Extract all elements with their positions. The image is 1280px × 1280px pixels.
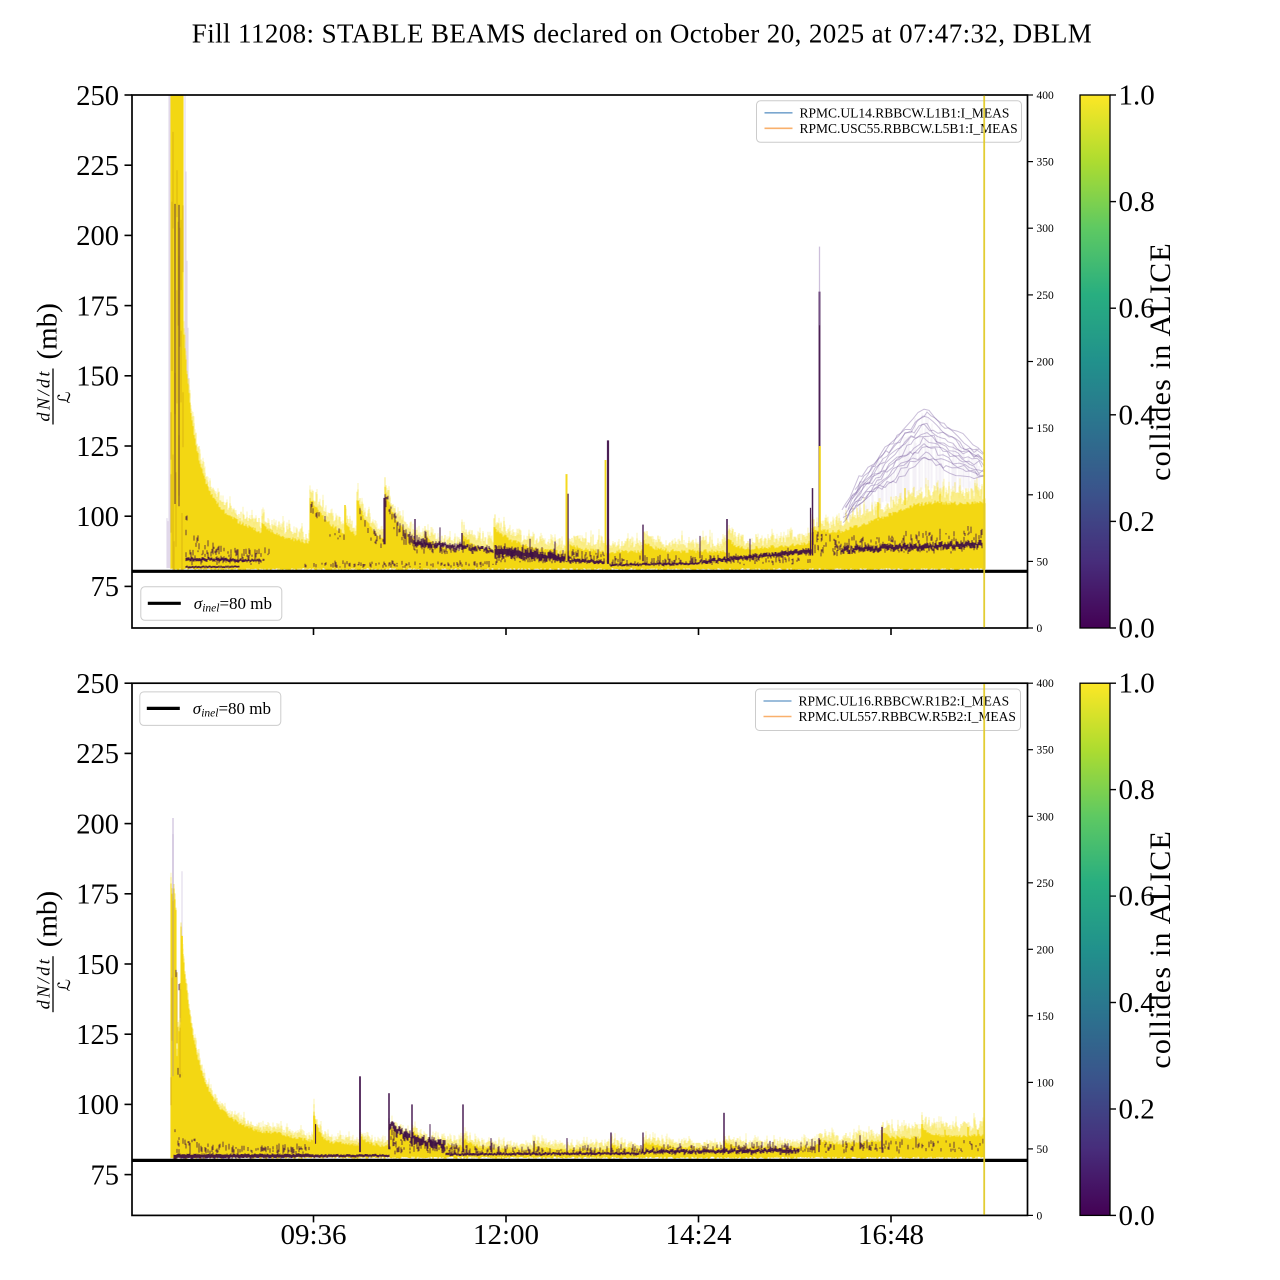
svg-text:100: 100 [76,1090,119,1121]
svg-text:200: 200 [1037,357,1055,369]
svg-text:250: 250 [76,669,119,700]
svg-text:400: 400 [1037,90,1055,102]
svg-text:0.0: 0.0 [1119,1200,1155,1232]
svg-text:300: 300 [1037,811,1055,823]
svg-text:0.6: 0.6 [1119,881,1155,913]
svg-text:1.0: 1.0 [1119,668,1155,700]
svg-text:150: 150 [1037,423,1055,435]
svg-text:0: 0 [1037,623,1043,635]
svg-text:50: 50 [1037,556,1049,568]
svg-text:12:00: 12:00 [473,1219,539,1251]
svg-text:14:24: 14:24 [665,1219,732,1251]
svg-text:175: 175 [76,880,119,911]
svg-text:dN/dt: dN/dt [34,371,54,422]
svg-text:RPMC.USC55.RBBCW.L5B1:I_MEAS: RPMC.USC55.RBBCW.L5B1:I_MEAS [800,121,1018,136]
svg-text:0.8: 0.8 [1119,186,1155,218]
svg-text:collides in ALICE: collides in ALICE [1144,830,1177,1069]
svg-text:150: 150 [76,950,119,981]
svg-text:250: 250 [1037,878,1055,890]
svg-text:0.0: 0.0 [1119,613,1155,645]
svg-text:75: 75 [91,1160,120,1191]
svg-text:125: 125 [76,1020,119,1051]
svg-text:0: 0 [1037,1210,1043,1222]
svg-text:ℒ: ℒ [55,979,74,991]
svg-text:225: 225 [76,739,119,770]
svg-text:250: 250 [1037,290,1055,302]
svg-text:0.4: 0.4 [1119,987,1156,1019]
svg-text:0.4: 0.4 [1119,399,1156,431]
svg-text:150: 150 [76,362,119,393]
svg-text:collides in ALICE: collides in ALICE [1144,242,1177,481]
svg-text:16:48: 16:48 [858,1219,924,1251]
svg-text:350: 350 [1037,157,1055,169]
svg-text:150: 150 [1037,1011,1055,1023]
svg-text:(mb): (mb) [32,891,64,947]
svg-text:Fill 11208: STABLE BEAMS decla: Fill 11208: STABLE BEAMS declared on Oct… [192,19,1092,49]
svg-text:RPMC.UL557.RBBCW.R5B2:I_MEAS: RPMC.UL557.RBBCW.R5B2:I_MEAS [799,709,1016,724]
svg-text:1.0: 1.0 [1119,80,1155,112]
svg-text:RPMC.UL16.RBBCW.R1B2:I_MEAS: RPMC.UL16.RBBCW.R1B2:I_MEAS [799,694,1010,709]
svg-text:125: 125 [76,432,119,463]
svg-text:0.2: 0.2 [1119,1094,1155,1126]
svg-text:200: 200 [76,221,119,252]
svg-text:RPMC.UL14.RBBCW.L1B1:I_MEAS: RPMC.UL14.RBBCW.L1B1:I_MEAS [800,105,1010,120]
svg-text:(mb): (mb) [32,303,64,359]
svg-text:ℒ: ℒ [55,391,74,403]
svg-text:75: 75 [91,572,120,603]
svg-text:dN/dt: dN/dt [34,958,54,1009]
svg-text:200: 200 [1037,944,1055,956]
svg-text:175: 175 [76,291,119,322]
svg-text:0.6: 0.6 [1119,293,1155,325]
svg-text:200: 200 [76,809,119,840]
svg-text:50: 50 [1037,1144,1049,1156]
svg-text:100: 100 [1037,1077,1055,1089]
svg-text:350: 350 [1037,745,1055,757]
svg-text:σinel=80 mb: σinel=80 mb [194,594,272,615]
svg-text:σinel=80 mb: σinel=80 mb [193,699,271,720]
svg-text:225: 225 [76,151,119,182]
svg-text:100: 100 [1037,490,1055,502]
svg-text:100: 100 [76,502,119,533]
svg-text:400: 400 [1037,678,1055,690]
svg-text:09:36: 09:36 [280,1219,346,1251]
svg-text:250: 250 [76,81,119,112]
svg-text:0.8: 0.8 [1119,774,1155,806]
svg-text:300: 300 [1037,223,1055,235]
svg-text:0.2: 0.2 [1119,506,1155,538]
